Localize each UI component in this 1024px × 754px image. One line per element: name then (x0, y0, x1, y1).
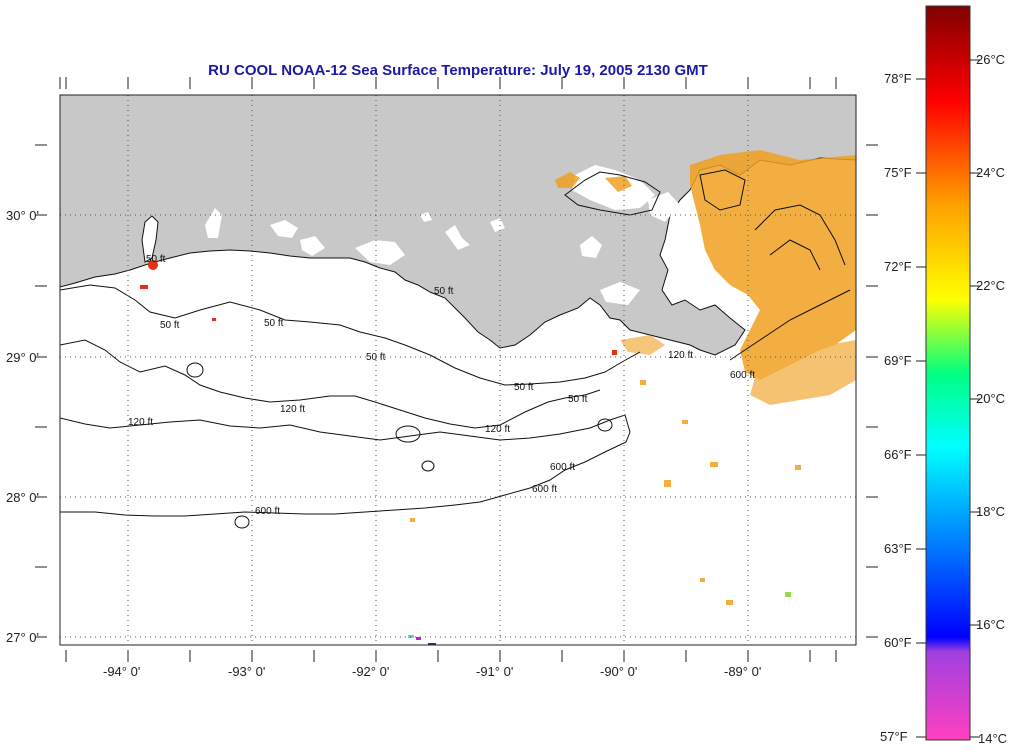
lat-label: 27° 0' (6, 630, 39, 645)
contour-label: 120 ft (668, 350, 693, 361)
contour-label: 50 ft (146, 254, 166, 265)
contour-label: 600 ft (532, 484, 557, 495)
axis-ticks (35, 77, 878, 662)
colorbar-c-label: 18°C (976, 504, 1006, 519)
lon-label: -93° 0' (228, 664, 266, 679)
contour-label: 120 ft (128, 417, 153, 428)
contour-label: 50 ft (514, 382, 534, 393)
sst-hot-patches (140, 260, 617, 355)
colorbar-f-label: 69°F (884, 353, 912, 368)
colorbar-f-label: 66°F (884, 447, 912, 462)
colorbar-ticks (916, 59, 980, 738)
lon-label: -94° 0' (103, 664, 141, 679)
lon-label: -91° 0' (476, 664, 514, 679)
colorbar-c-label: 14°C (978, 731, 1008, 746)
graticule (60, 95, 856, 645)
colorbar-f-label: 78°F (884, 71, 912, 86)
colorbar-f-label: 72°F (884, 259, 912, 274)
colorbar-c-label: 24°C (976, 165, 1006, 180)
map-title: RU COOL NOAA-12 Sea Surface Temperature:… (208, 62, 708, 79)
colorbar-f-label: 63°F (884, 541, 912, 556)
colorbar-c-label: 22°C (976, 278, 1006, 293)
sabine-lake (141, 215, 159, 263)
contour-label: 50 ft (160, 320, 180, 331)
colorbar-c-label: 26°C (976, 52, 1006, 67)
contour-label: 600 ft (730, 370, 755, 381)
colorbar (925, 5, 971, 741)
contour-label: 50 ft (434, 286, 454, 297)
colorbar-f-label: 75°F (884, 165, 912, 180)
lon-label: -89° 0' (724, 664, 762, 679)
colorbar-c-label: 20°C (976, 391, 1006, 406)
contour-label: 50 ft (366, 352, 386, 363)
contour-label: 50 ft (264, 318, 284, 329)
bathymetry-contours (60, 204, 851, 529)
lat-label: 29° 0' (6, 350, 39, 365)
colorbar-c-label: 16°C (976, 617, 1006, 632)
colorbar-f-label: 60°F (884, 635, 912, 650)
contour-label: 120 ft (485, 424, 510, 435)
contour-label: 50 ft (568, 394, 588, 405)
lat-label: 30° 0' (6, 208, 39, 223)
lon-label: -92° 0' (352, 664, 390, 679)
contour-label: 600 ft (550, 462, 575, 473)
coastline-detail (564, 169, 746, 216)
contour-label: 600 ft (255, 506, 280, 517)
colorbar-f-label: 57°F (880, 729, 908, 744)
lon-label: -90° 0' (600, 664, 638, 679)
lat-label: 28° 0' (6, 490, 39, 505)
land-mass (60, 95, 856, 356)
map-frame (59, 94, 857, 646)
inland-water (205, 165, 712, 305)
contour-label: 120 ft (280, 404, 305, 415)
